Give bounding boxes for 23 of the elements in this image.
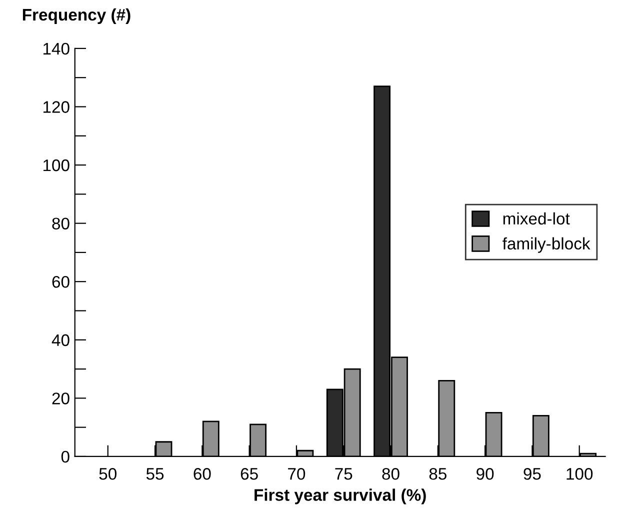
x-tick-label: 100 <box>566 468 593 480</box>
x-tick-label: 50 <box>99 468 116 480</box>
x-tick-label: 95 <box>524 468 541 480</box>
x-tick-label: 55 <box>146 468 164 480</box>
x-tick-label: 75 <box>335 468 352 480</box>
x-axis-title: First year survival (%) <box>254 488 426 504</box>
y-axis-title: Frequency (#) <box>22 8 130 24</box>
y-tick-label: 60 <box>52 276 70 288</box>
x-tick-label: 65 <box>240 468 258 480</box>
y-tick-label: 80 <box>52 218 70 230</box>
y-tick-label: 20 <box>52 392 70 404</box>
x-tick-label: 85 <box>429 468 446 480</box>
y-tick-label: 0 <box>61 450 70 463</box>
legend-label: family-block <box>502 237 590 253</box>
x-tick-label: 90 <box>476 468 494 480</box>
y-tick-label: 100 <box>43 159 70 172</box>
x-tick-label: 80 <box>382 468 400 480</box>
y-tick-label: 140 <box>43 42 70 55</box>
x-tick-label: 70 <box>288 468 306 480</box>
y-tick-label: 120 <box>43 101 70 113</box>
legend-label: mixed-lot <box>503 212 570 225</box>
y-tick-label: 40 <box>52 334 70 346</box>
x-tick-label: 60 <box>194 468 211 480</box>
